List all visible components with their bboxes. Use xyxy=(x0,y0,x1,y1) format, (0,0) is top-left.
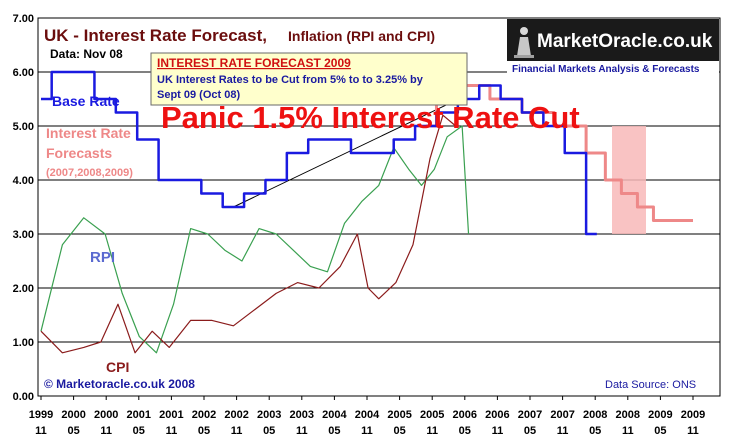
label-rpi: RPI xyxy=(90,249,115,266)
x-tick-year: 2007 xyxy=(550,409,574,421)
x-tick-month: 05 xyxy=(263,425,275,437)
x-tick-year: 2008 xyxy=(616,409,640,421)
label-base-rate: Base Rate xyxy=(52,93,120,109)
x-tick-year: 2001 xyxy=(127,409,151,421)
x-tick-month: 05 xyxy=(328,425,340,437)
x-tick-month: 11 xyxy=(687,425,699,437)
label-forecasts: Interest Rate xyxy=(46,125,131,141)
x-tick-month: 11 xyxy=(296,425,308,437)
x-tick-year: 2006 xyxy=(485,409,509,421)
x-tick-year: 2000 xyxy=(94,409,118,421)
label-forecasts-years: (2007,2008,2009) xyxy=(46,167,133,179)
x-tick-year: 2005 xyxy=(420,409,444,421)
y-tick-label: 7.00 xyxy=(13,13,34,25)
x-tick-month: 11 xyxy=(231,425,243,437)
x-tick-year: 2003 xyxy=(257,409,281,421)
data-source: Data Source: ONS xyxy=(605,379,696,391)
forecast-box-line2: Sept 09 (Oct 08) xyxy=(157,89,240,101)
series-cpi xyxy=(40,114,457,354)
forecast-box: INTEREST RATE FORECAST 2009 UK Interest … xyxy=(150,52,468,106)
oracle-figure-icon xyxy=(514,27,534,58)
y-tick-label: 3.00 xyxy=(13,229,34,241)
data-date: Data: Nov 08 xyxy=(50,47,123,61)
series-rpi xyxy=(40,125,470,354)
x-axis-ticks: 1999 11 2000 05 2000 11 2001 05 2001 11 2002 05 2002… xyxy=(29,396,705,437)
x-tick-month: 05 xyxy=(589,425,601,437)
copyright-text: © Marketoracle.co.uk 2008 xyxy=(44,377,195,391)
trend-line xyxy=(233,95,465,208)
x-tick-month: 05 xyxy=(459,425,471,437)
y-tick-label: 6.00 xyxy=(13,67,34,79)
y-tick-label: 0.00 xyxy=(13,391,34,403)
y-axis-ticks: 0.00 1.00 2.00 3.00 4.00 5.00 6.00 7.00 xyxy=(13,13,34,403)
logo: MarketOracle.co.uk Financial Markets Ana… xyxy=(507,19,719,75)
x-tick-year: 1999 xyxy=(29,409,53,421)
logo-bg xyxy=(507,19,719,61)
x-tick-month: 05 xyxy=(654,425,666,437)
x-tick-month: 05 xyxy=(133,425,145,437)
logo-tagline: Financial Markets Analysis & Forecasts xyxy=(512,64,700,75)
x-tick-year: 2008 xyxy=(583,409,607,421)
x-tick-year: 2002 xyxy=(224,409,248,421)
x-tick-month: 11 xyxy=(492,425,504,437)
x-tick-month: 11 xyxy=(100,425,112,437)
forecast-box-line1: UK Interest Rates to be Cut from 5% to t… xyxy=(157,74,424,86)
x-tick-year: 2004 xyxy=(355,409,380,421)
x-tick-month: 11 xyxy=(166,425,178,437)
label-forecasts-2: Forecasts xyxy=(46,145,112,161)
label-cpi: CPI xyxy=(106,359,129,375)
chart-subtitle: Inflation (RPI and CPI) xyxy=(288,28,435,44)
x-tick-year: 2002 xyxy=(192,409,216,421)
x-tick-year: 2001 xyxy=(159,409,183,421)
x-tick-month: 11 xyxy=(426,425,438,437)
logo-name: MarketOracle.co.uk xyxy=(537,31,713,52)
logo-tag-bg xyxy=(507,61,719,75)
x-tick-month: 11 xyxy=(35,425,47,437)
x-tick-year: 2006 xyxy=(453,409,477,421)
x-tick-month: 05 xyxy=(198,425,210,437)
series-base-rate xyxy=(41,70,597,236)
x-tick-month: 05 xyxy=(67,425,79,437)
x-tick-month: 05 xyxy=(524,425,536,437)
chart-title: UK - Interest Rate Forecast, xyxy=(44,26,267,45)
forecast-box-bg xyxy=(150,52,468,106)
panic-annotation: Panic 1.5% Interest Rate Cut xyxy=(161,100,580,135)
y-tick-label: 1.00 xyxy=(13,337,34,349)
x-tick-year: 2005 xyxy=(387,409,411,421)
x-tick-year: 2004 xyxy=(322,409,347,421)
x-tick-month: 11 xyxy=(557,425,569,437)
x-tick-year: 2003 xyxy=(290,409,314,421)
y-tick-label: 4.00 xyxy=(13,175,34,187)
x-tick-year: 2000 xyxy=(61,409,85,421)
y-tick-label: 2.00 xyxy=(13,283,34,295)
x-tick-month: 05 xyxy=(393,425,405,437)
forecast-box-title: INTEREST RATE FORECAST 2009 xyxy=(157,56,351,70)
x-tick-year: 2009 xyxy=(681,409,705,421)
x-tick-year: 2009 xyxy=(648,409,672,421)
x-tick-year: 2007 xyxy=(518,409,542,421)
y-tick-label: 5.00 xyxy=(13,121,34,133)
x-tick-month: 11 xyxy=(361,425,373,437)
x-tick-month: 11 xyxy=(622,425,634,437)
